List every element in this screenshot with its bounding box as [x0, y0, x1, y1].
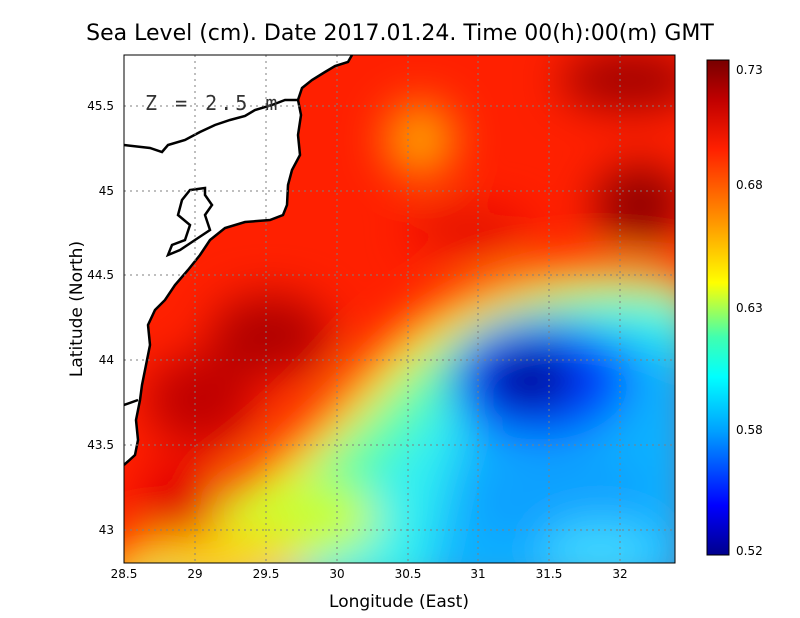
depth-annotation: Z = 2.5 m: [145, 91, 280, 115]
sea-level-field: [124, 55, 675, 563]
map-title: Sea Level (cm). Date 2017.01.24. Time 00…: [86, 21, 714, 46]
y-tick-label: 44.5: [87, 268, 114, 282]
y-tick-label: 43: [99, 523, 114, 537]
colorbar-tick-label: 0.58: [736, 423, 763, 437]
x-tick-label: 31: [470, 567, 485, 581]
x-tick-labels: 28.5 29 29.5 30 30.5 31 31.5 32: [111, 567, 628, 581]
x-tick-label: 29: [187, 567, 202, 581]
y-tick-label: 45.5: [87, 99, 114, 113]
x-tick-label: 29.5: [253, 567, 280, 581]
colorbar-tick-label: 0.63: [736, 301, 763, 315]
y-tick-label: 43.5: [87, 438, 114, 452]
y-tick-label: 44: [99, 353, 114, 367]
grid-lines: [124, 55, 675, 563]
y-tick-label: 45: [99, 184, 114, 198]
x-tick-label: 30: [329, 567, 344, 581]
x-tick-label: 31.5: [536, 567, 563, 581]
land-mass: [124, 55, 352, 465]
coastline: [124, 55, 354, 466]
plot-frame: [123, 54, 676, 564]
colorbar-tick-label: 0.73: [736, 63, 763, 77]
x-tick-label: 28.5: [111, 567, 138, 581]
y-axis-label: Latitude (North): [67, 241, 87, 377]
colorbar-tick-label: 0.52: [736, 544, 763, 558]
colorbar: [706, 59, 730, 556]
y-tick-labels: 43 43.5 44 44.5 45 45.5: [87, 99, 114, 537]
x-tick-label: 32: [612, 567, 627, 581]
colorbar-tick-label: 0.68: [736, 178, 763, 192]
x-axis-label: Longitude (East): [329, 592, 469, 612]
x-tick-label: 30.5: [395, 567, 422, 581]
colorbar-tick-labels: 0.73 0.68 0.63 0.58 0.52: [736, 63, 763, 558]
